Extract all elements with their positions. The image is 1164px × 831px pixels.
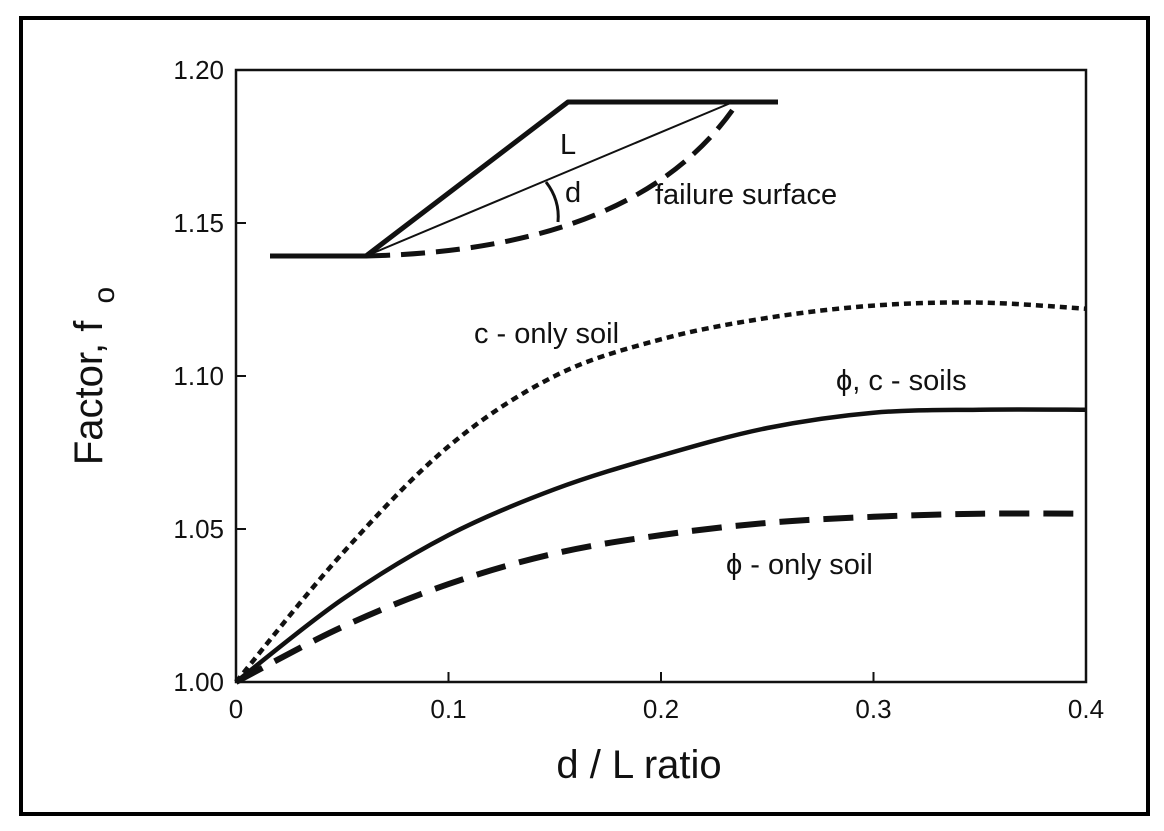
series-label-phi-only: ϕ - only soil xyxy=(726,549,873,581)
axis-ticks: 0 0.1 0.2 0.3 0.4 1.00 1.05 1.10 1.15 1.20 xyxy=(173,55,1104,724)
y-axis-title-subscript: o xyxy=(88,287,121,304)
x-tick-label: 0.3 xyxy=(855,694,891,724)
x-tick-label: 0.1 xyxy=(430,694,466,724)
y-axis-title-main: Factor, f xyxy=(67,320,111,465)
x-tick-label: 0 xyxy=(229,694,243,724)
y-tick-label: 1.05 xyxy=(173,514,224,544)
inset-label-d: d xyxy=(565,177,581,209)
failure-surface-curve xyxy=(365,100,741,259)
series-line-dashed xyxy=(234,510,1087,685)
x-axis-title: d / L ratio xyxy=(556,743,721,787)
series-label-phi-c: ϕ, c - soils xyxy=(836,365,967,397)
y-tick-label: 1.20 xyxy=(173,55,224,85)
series-line-dotted xyxy=(234,300,1087,684)
d-offset-marker xyxy=(544,181,560,223)
x-tick-label: 0.2 xyxy=(643,694,679,724)
chord-L-line xyxy=(365,101,734,257)
series-line-solid xyxy=(234,407,1087,684)
series-label-c-only: c - only soil xyxy=(474,318,619,350)
outer-frame xyxy=(19,16,1150,816)
y-axis-title: Factor, f o xyxy=(67,287,121,465)
inset-label-L: L xyxy=(560,129,576,161)
y-tick-label: 1.15 xyxy=(173,208,224,238)
x-tick-label: 0.4 xyxy=(1068,694,1104,724)
y-tick-label: 1.10 xyxy=(173,361,224,391)
inset-label-failure-surface: failure surface xyxy=(655,179,837,211)
slope-inset-diagram: L d failure surface xyxy=(270,99,837,259)
y-tick-label: 1.00 xyxy=(173,667,224,697)
slope-outline xyxy=(270,99,778,259)
svg-text:Factor, f o: Factor, f o xyxy=(67,287,121,465)
series-layer xyxy=(234,300,1087,685)
